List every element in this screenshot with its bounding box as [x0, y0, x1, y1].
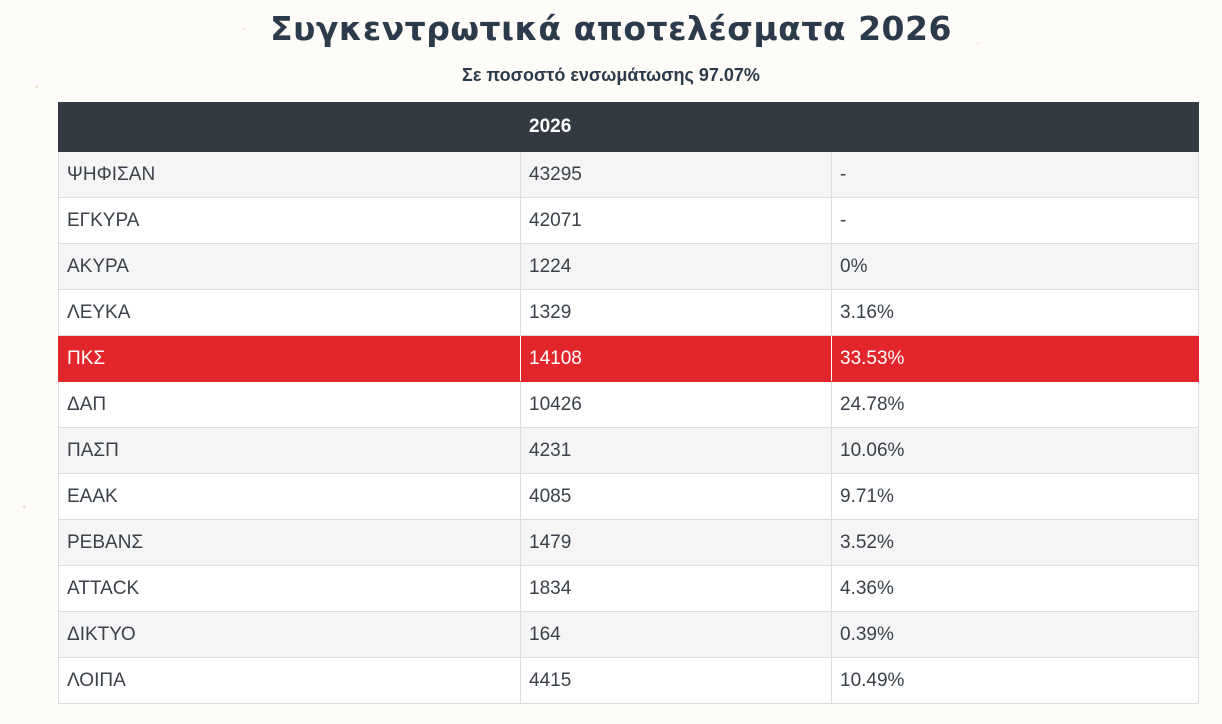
row-percent: 24.78%	[831, 381, 1199, 428]
row-votes: 1834	[520, 565, 832, 612]
page-subtitle: Σε ποσοστό ενσωμάτωσης 97.07%	[462, 65, 760, 85]
row-votes: 4231	[520, 427, 832, 474]
row-percent: -	[831, 151, 1199, 198]
row-label: ATTACK	[58, 565, 521, 612]
row-percent: 9.71%	[831, 473, 1199, 520]
table-row-highlighted: ΠΚΣ 14108 33.53%	[58, 335, 1199, 382]
row-votes: 1224	[520, 243, 832, 290]
table-row: ΨΗΦΙΣΑΝ 43295-	[58, 151, 1199, 198]
row-percent: 3.52%	[831, 519, 1199, 566]
table-header: 2026	[58, 102, 1199, 152]
row-label: ΛΟΙΠΑ	[58, 657, 521, 704]
column-header-percent	[831, 102, 1199, 152]
row-percent: 0.39%	[831, 611, 1199, 658]
row-label: ΠΚΣ	[58, 335, 521, 382]
row-label: ΔΑΠ	[58, 381, 521, 428]
row-votes: 4415	[520, 657, 832, 704]
row-votes: 1479	[520, 519, 832, 566]
table-header-row: 2026	[58, 102, 1199, 152]
page-title: Συγκεντρωτικά αποτελέσματα 2026	[270, 9, 952, 48]
row-votes: 4085	[520, 473, 832, 520]
column-header-year: 2026	[520, 102, 832, 152]
row-percent: 10.49%	[831, 657, 1199, 704]
column-header-label	[58, 102, 521, 152]
row-label: ΕΑΑΚ	[58, 473, 521, 520]
row-percent: 10.06%	[831, 427, 1199, 474]
row-label: ΑΚΥΡΑ	[58, 243, 521, 290]
table-row: ΠΑΣΠ 4231 10.06%	[58, 427, 1199, 474]
table-row: ΕΑΑΚ 4085 9.71%	[58, 473, 1199, 520]
row-votes: 164	[520, 611, 832, 658]
row-votes: 14108	[520, 335, 832, 382]
row-label: ΡΕΒΑΝΣ	[58, 519, 521, 566]
table-row: ΡΕΒΑΝΣ 1479 3.52%	[58, 519, 1199, 566]
table-row: ΑΚΥΡΑ 1224 0%	[58, 243, 1199, 290]
table-row: ΛΟΙΠΑ 4415 10.49%	[58, 657, 1199, 704]
row-percent: 3.16%	[831, 289, 1199, 336]
row-label: ΛΕΥΚΑ	[58, 289, 521, 336]
table-row: ΕΓΚΥΡΑ 42071-	[58, 197, 1199, 244]
table-row: ΛΕΥΚΑ 1329 3.16%	[58, 289, 1199, 336]
row-label: ΨΗΦΙΣΑΝ	[58, 151, 521, 198]
row-label: ΠΑΣΠ	[58, 427, 521, 474]
row-votes: 42071	[520, 197, 832, 244]
row-percent: -	[831, 197, 1199, 244]
row-label: ΕΓΚΥΡΑ	[58, 197, 521, 244]
row-label: ΔΙΚΤΥΟ	[58, 611, 521, 658]
table-row: ΔΑΠ 10426 24.78%	[58, 381, 1199, 428]
table-row: ATTACK 1834 4.36%	[58, 565, 1199, 612]
row-percent: 4.36%	[831, 565, 1199, 612]
table-body: ΨΗΦΙΣΑΝ 43295- ΕΓΚΥΡΑ 42071- ΑΚΥΡΑ 1224 0% Λ…	[58, 151, 1199, 704]
row-votes: 10426	[520, 381, 832, 428]
table-row: ΔΙΚΤΥΟ 164 0.39%	[58, 611, 1199, 658]
results-table: 2026 ΨΗΦΙΣΑΝ 43295- ΕΓΚΥΡΑ 42071- ΑΚΥΡΑ 122…	[58, 102, 1199, 704]
row-percent: 0%	[831, 243, 1199, 290]
row-percent: 33.53%	[831, 335, 1199, 382]
row-votes: 1329	[520, 289, 832, 336]
row-votes: 43295	[520, 151, 832, 198]
